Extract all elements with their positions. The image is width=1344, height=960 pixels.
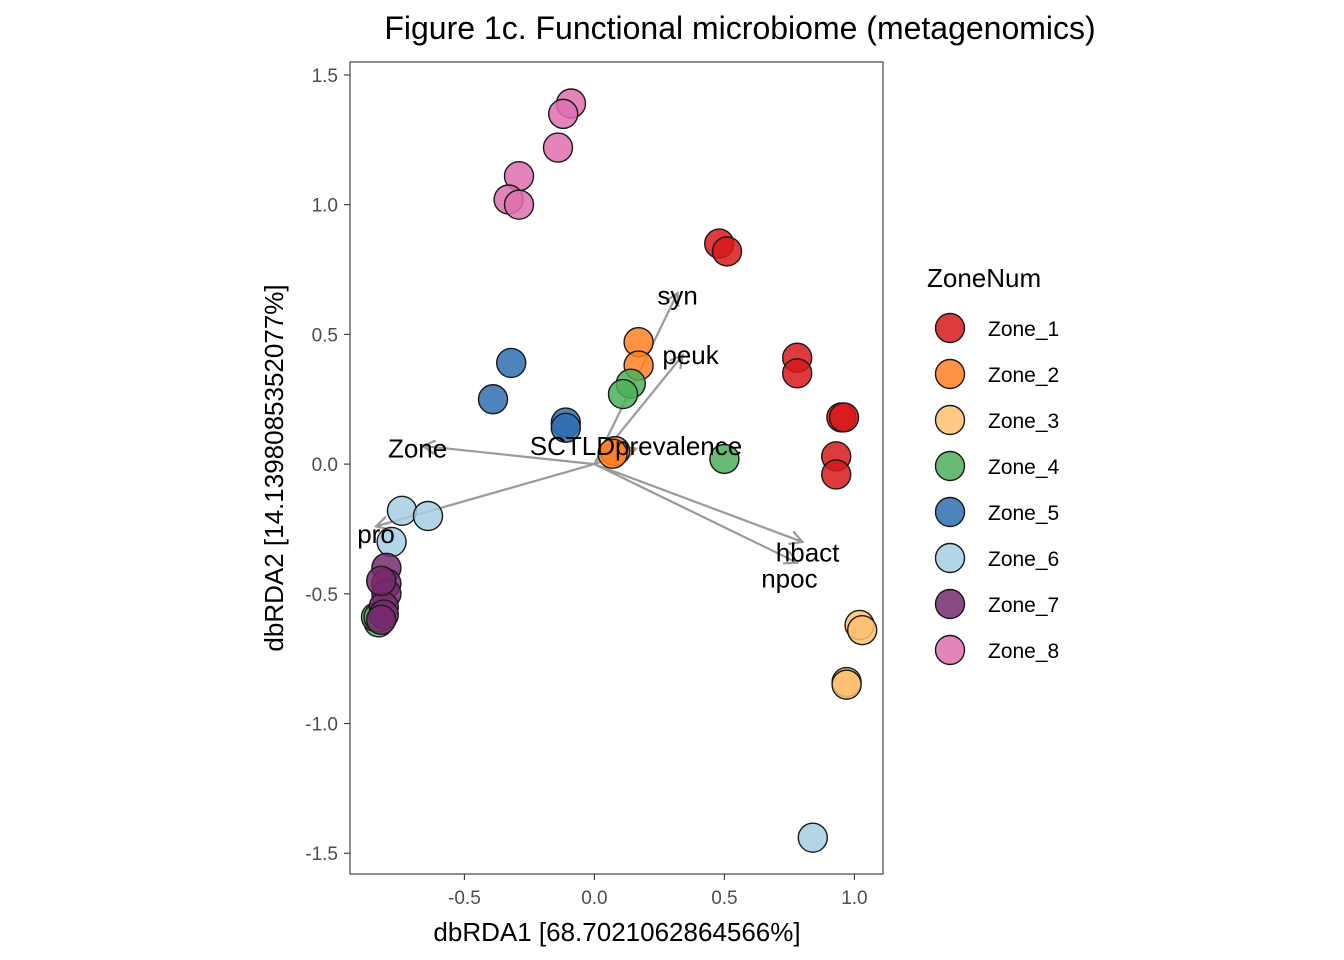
vector-arrowhead-syn <box>665 290 680 307</box>
vector-arrow-zone <box>422 444 595 466</box>
legend: ZoneNum Zone_1 Zone_2 Zone_3 Zone_4 Zone_5 Zo… <box>927 263 1060 666</box>
chart-title: Figure 1c. Functional microbiome (metage… <box>384 10 1095 46</box>
y-axis-title: dbRDA2 [14.1398085352077%] <box>259 284 289 651</box>
x-tick-label: 1.0 <box>841 888 867 909</box>
vector-label-zone: Zone <box>388 434 447 464</box>
vector-arrow-npoc <box>593 463 798 564</box>
legend-key-zone-5 <box>934 496 966 528</box>
vector-label-npoc: npoc <box>761 563 817 593</box>
y-tick-label: 1.5 <box>312 66 338 87</box>
vector-label-sctldprevalence: SCTLDprevalence <box>530 431 742 461</box>
vector-label-pro: pro <box>357 519 395 549</box>
legend-key-zone-7 <box>934 588 966 620</box>
x-tick-label: 0.0 <box>581 888 607 909</box>
point-zone-8 <box>503 189 535 220</box>
axis-ticks: -0.5 0.0 0.5 1.0 -1.5 -1.0 -0.5 0.0 0.5 1.0 1.5 <box>305 66 867 909</box>
x-tick-label: 0.5 <box>711 888 737 909</box>
legend-label-zone-6: Zone_6 <box>988 548 1059 571</box>
legend-title: ZoneNum <box>927 263 1041 293</box>
point-zone-6 <box>412 500 444 532</box>
vector-label-syn: syn <box>657 280 697 310</box>
vector-arrowhead-hbact <box>788 530 805 546</box>
legend-key-zone-4 <box>934 450 966 482</box>
legend-label-zone-7: Zone_7 <box>988 594 1059 617</box>
y-tick-label: -1.5 <box>305 844 338 865</box>
legend-key-zone-3 <box>934 404 966 436</box>
legend-label-zone-5: Zone_5 <box>988 502 1059 525</box>
point-zone-5 <box>550 412 581 443</box>
vector-arrowhead-zone <box>420 439 437 455</box>
point-zone-3 <box>847 614 878 646</box>
point-zone-1 <box>711 236 743 267</box>
sample-points <box>360 88 878 853</box>
vector-arrow-hbact <box>594 463 803 543</box>
point-zone-3 <box>831 669 862 700</box>
legend-key-zone-6 <box>934 542 966 574</box>
vector-label-hbact: hbact <box>776 537 840 567</box>
point-zone-2 <box>597 438 628 469</box>
legend-key-zone-2 <box>934 358 966 390</box>
y-tick-label: 1.0 <box>312 196 338 217</box>
point-zone-1 <box>821 459 852 490</box>
point-zone-8 <box>542 132 574 163</box>
legend-label-zone-3: Zone_3 <box>988 410 1059 433</box>
point-zone-1 <box>782 358 813 389</box>
point-zone-4 <box>709 443 740 475</box>
legend-key-zone-1 <box>934 312 966 344</box>
point-zone-5 <box>496 347 527 379</box>
legend-key-zone-8 <box>934 634 966 666</box>
point-zone-6 <box>797 822 828 853</box>
point-zone-5 <box>477 384 509 415</box>
point-zone-4 <box>607 378 639 410</box>
y-tick-label: -0.5 <box>305 585 338 606</box>
vector-arrowhead-peuk <box>669 353 685 370</box>
y-tick-label: -1.0 <box>305 715 338 736</box>
point-zone-1 <box>828 402 860 433</box>
y-tick-label: 0.5 <box>312 325 338 346</box>
vector-label-peuk: peuk <box>662 340 719 370</box>
y-tick-label: 0.0 <box>312 455 338 476</box>
legend-label-zone-4: Zone_4 <box>988 456 1060 479</box>
point-zone-7 <box>366 604 397 635</box>
x-tick-label: -0.5 <box>448 888 481 909</box>
point-zone-8 <box>548 98 579 130</box>
vector-arrowhead-npoc <box>783 550 800 565</box>
legend-label-zone-1: Zone_1 <box>988 318 1059 341</box>
point-zone-7 <box>366 565 397 597</box>
x-axis-title: dbRDA1 [68.7021062864566%] <box>433 917 800 947</box>
legend-label-zone-8: Zone_8 <box>988 640 1059 663</box>
legend-label-zone-2: Zone_2 <box>988 364 1059 387</box>
